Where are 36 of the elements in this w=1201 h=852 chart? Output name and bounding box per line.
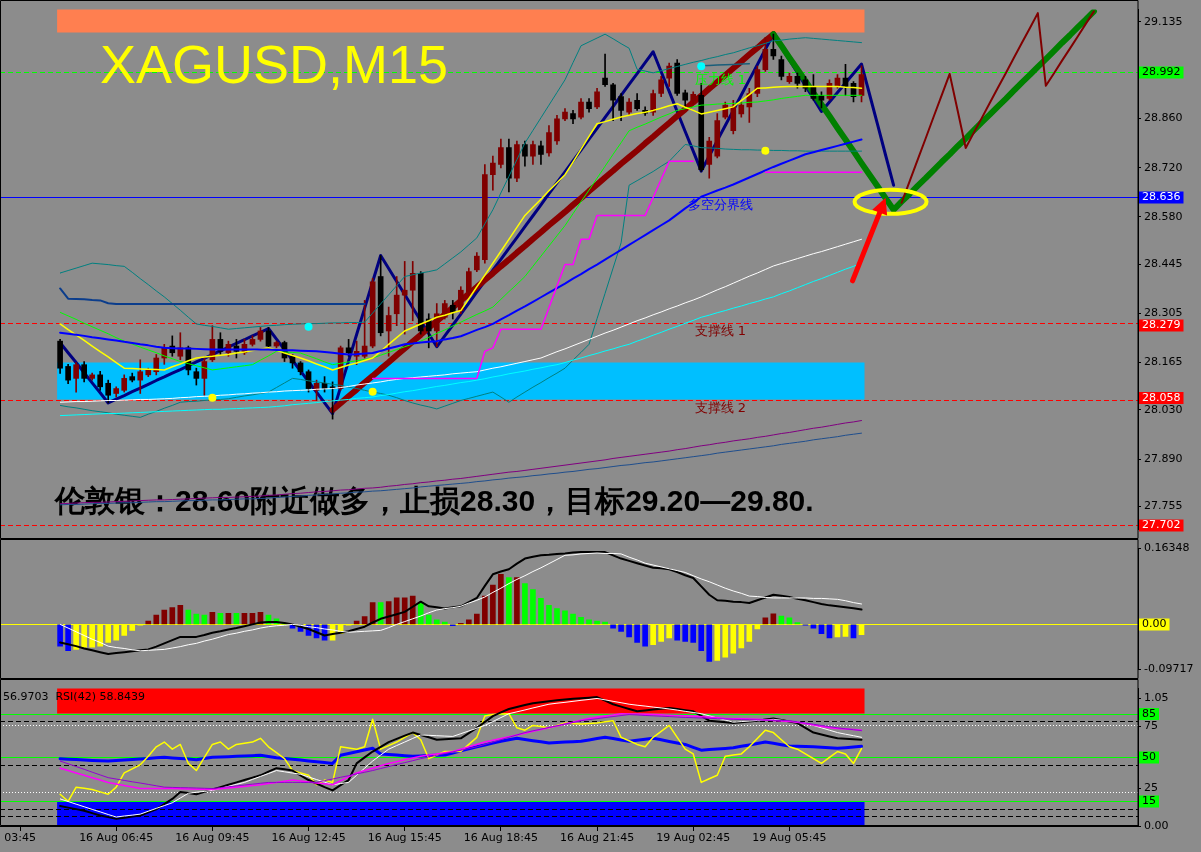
x-tick-label: 16 Aug 12:45 (271, 831, 346, 845)
y-tick-label: -0.09717 (1144, 662, 1194, 676)
y-tick-label: 29.135 (1144, 14, 1183, 28)
y-tick-label: 28.992 (1142, 65, 1181, 79)
ref-line-label: 支撑线 1 (694, 323, 747, 339)
y-tick-label: 28.279 (1142, 318, 1181, 332)
y-tick-label: 28.636 (1142, 190, 1181, 204)
y-tick-label: 0.16348 (1144, 541, 1190, 555)
y-tick-label: 28.860 (1144, 111, 1183, 125)
y-tick-label: 27.890 (1144, 452, 1183, 466)
x-tick-label: 19 Aug 05:45 (752, 831, 827, 845)
y-tick-label: 50 (1142, 750, 1156, 764)
x-tick-label: 03:45 (4, 831, 36, 845)
y-tick-label: 28.030 (1144, 402, 1183, 416)
y-tick-label: 27.702 (1142, 518, 1181, 532)
y-tick-label: 28.058 (1142, 390, 1181, 404)
y-tick-label: 25 (1144, 781, 1158, 795)
y-tick-label: 0.00 (1142, 617, 1167, 631)
x-tick-label: 16 Aug 15:45 (367, 831, 442, 845)
x-tick-label: 19 Aug 02:45 (656, 831, 731, 845)
y-tick-label: 75 (1144, 718, 1158, 732)
y-tick-label: 28.305 (1144, 306, 1183, 320)
y-tick-label: 28.165 (1144, 355, 1183, 369)
x-tick-label: 16 Aug 06:45 (79, 831, 154, 845)
x-tick-label: 16 Aug 18:45 (463, 831, 538, 845)
x-tick-label: 16 Aug 09:45 (175, 831, 250, 845)
ref-line-label: 支撑线 2 (694, 400, 747, 416)
chart-title: 56.9703 RSI(42) 58.8439 (3, 689, 145, 703)
y2-tick-label: 1.05 (1144, 690, 1169, 704)
y-tick-label: 28.445 (1144, 257, 1183, 271)
x-tick-label: 16 Aug 21:45 (559, 831, 635, 845)
y-tick-label: 28.720 (1144, 160, 1183, 174)
y-tick-label: 28.580 (1144, 209, 1183, 223)
y-tick-label: 85 (1142, 706, 1156, 720)
y-tick-label: 15 (1142, 794, 1156, 808)
y-tick-label: 27.755 (1144, 499, 1183, 513)
